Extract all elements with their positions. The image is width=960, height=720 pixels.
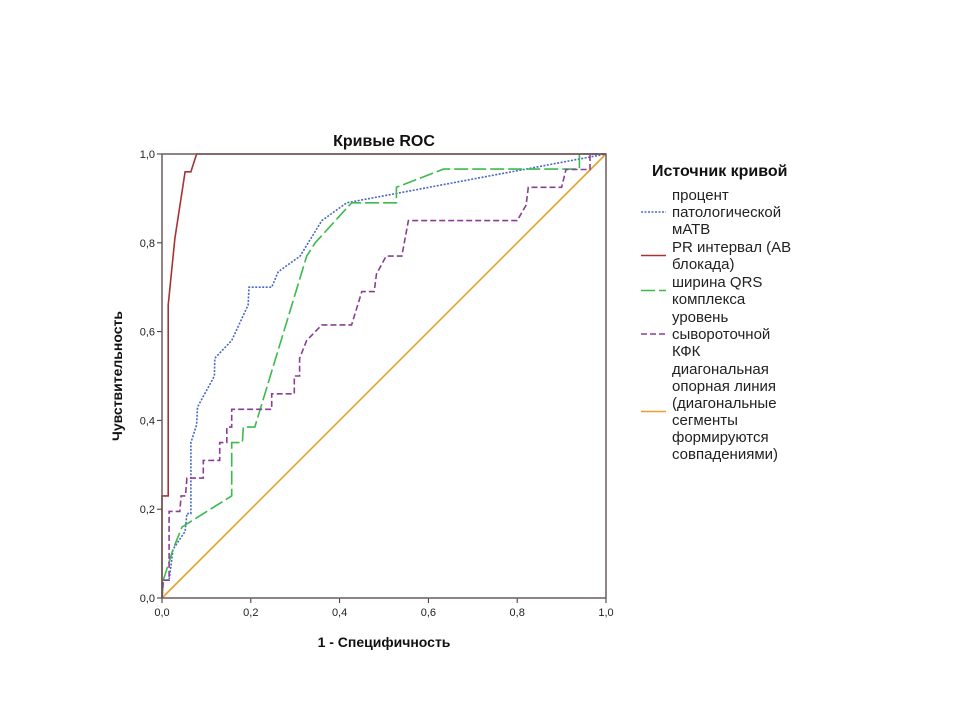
x-tick-label: 0,4 <box>332 607 347 619</box>
legend-label: опорная линия <box>672 378 776 395</box>
legend-label: формируются <box>672 429 769 446</box>
roc-curve-4 <box>161 153 607 599</box>
legend-label: ширина QRS <box>672 274 762 291</box>
y-tick-label: 0,0 <box>140 593 155 605</box>
legend-label: блокада) <box>672 256 735 273</box>
x-tick-label: 0,2 <box>243 607 258 619</box>
y-tick-label: 0,8 <box>140 238 155 250</box>
x-tick-label: 1,0 <box>598 607 613 619</box>
y-tick-label: 0,2 <box>140 504 155 516</box>
x-tick-label: 0,0 <box>154 607 169 619</box>
legend-label: совпадениями) <box>672 446 778 463</box>
x-tick-label: 0,8 <box>510 607 525 619</box>
roc-curve-1 <box>161 153 606 598</box>
y-tick-label: 1,0 <box>140 149 155 161</box>
y-axis-label: Чувствительность <box>109 311 125 441</box>
legend-title: Источник кривой <box>652 163 788 180</box>
legend-label: КФК <box>672 343 701 360</box>
roc-curve-2 <box>161 153 606 599</box>
plot-frame <box>161 153 607 599</box>
legend-label: уровень <box>672 309 728 326</box>
legend-label: диагональная <box>672 361 769 378</box>
x-axis-label: 1 - Специфичность <box>318 634 451 650</box>
legend-label: процент <box>672 187 729 204</box>
legend-label: (диагональные <box>672 395 777 412</box>
y-tick-label: 0,6 <box>140 327 155 339</box>
chart-title: Кривые ROC <box>333 133 435 150</box>
legend-label: патологической <box>672 204 781 221</box>
legend-label: PR интервал (АВ <box>672 239 791 256</box>
roc-curve-3 <box>161 153 606 599</box>
legend-label: комплекса <box>672 291 746 308</box>
legend-label: сегменты <box>672 412 738 429</box>
legend-label: сывороточной <box>672 326 770 343</box>
x-tick-label: 0,6 <box>421 607 436 619</box>
y-tick-label: 0,4 <box>140 415 155 427</box>
legend-label: мАТВ <box>672 221 710 238</box>
